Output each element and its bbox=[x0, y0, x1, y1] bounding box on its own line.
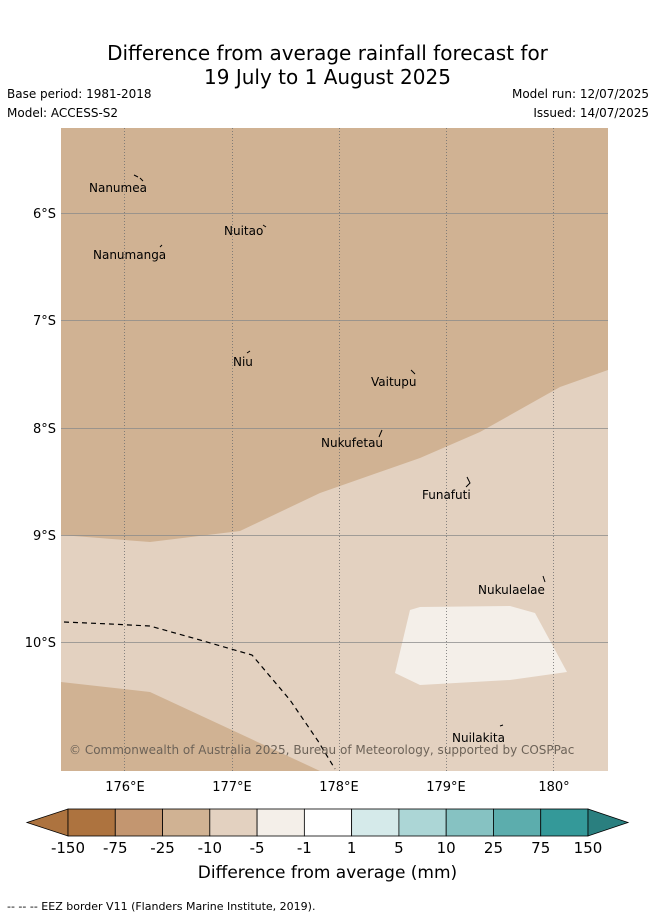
colorbar-segment bbox=[67, 808, 116, 837]
colorbar-extend-left bbox=[25, 808, 69, 837]
lon-label-179e: 179°E bbox=[426, 780, 466, 795]
place-label-vaitupu: Vaitupu bbox=[371, 375, 417, 389]
eez-footnote: -- -- -- EEZ border V11 (Flanders Marine… bbox=[7, 900, 316, 913]
lat-label-8s: 8°S bbox=[33, 422, 56, 437]
island-vaitupu bbox=[410, 369, 416, 375]
colorbar-tick-label: 25 bbox=[484, 839, 503, 857]
issued-date: Issued: 14/07/2025 bbox=[533, 106, 649, 120]
island-nanumea bbox=[133, 174, 144, 182]
colorbar-segment bbox=[162, 808, 211, 837]
island-outlines bbox=[133, 174, 546, 727]
colorbar-tick-label: -5 bbox=[250, 839, 265, 857]
colorbar-tick-label: -75 bbox=[103, 839, 128, 857]
region-below-average-strong bbox=[61, 128, 608, 542]
colorbar-segment bbox=[351, 808, 400, 837]
colorbar-segment bbox=[493, 808, 542, 837]
place-label-nanumanga: Nanumanga bbox=[93, 248, 166, 262]
copyright-notice: © Commonwealth of Australia 2025, Bureau… bbox=[69, 743, 574, 757]
place-label-funafuti: Funafuti bbox=[422, 488, 471, 502]
place-labels: Nanumea Nuitao Nanumanga Niu Vaitupu Nuk… bbox=[89, 181, 545, 745]
place-label-nanumea: Nanumea bbox=[89, 181, 147, 195]
colorbar-segment bbox=[398, 808, 447, 837]
island-nuilakita bbox=[499, 724, 504, 727]
lat-label-10s: 10°S bbox=[25, 636, 56, 651]
colorbar-segment bbox=[303, 808, 353, 837]
lat-label-7s: 7°S bbox=[33, 314, 56, 329]
colorbar-segment bbox=[445, 808, 494, 837]
colorbar-tick-label: -150 bbox=[51, 839, 85, 857]
colorbar-tick-label: -10 bbox=[198, 839, 223, 857]
colorbar-tick-label: -1 bbox=[297, 839, 312, 857]
place-label-niu: Niu bbox=[233, 355, 253, 369]
island-funafuti bbox=[465, 476, 471, 488]
longitude-labels: 176°E 177°E 178°E 179°E 180° bbox=[105, 780, 569, 795]
colorbar-segment bbox=[540, 808, 589, 837]
colorbar-tick-label: 75 bbox=[531, 839, 550, 857]
graticule bbox=[61, 128, 608, 771]
title-line-2: 19 July to 1 August 2025 bbox=[204, 65, 451, 89]
colorbar-segment bbox=[114, 808, 163, 837]
model-run-date: Model run: 12/07/2025 bbox=[511, 87, 649, 101]
colorbar: -150 -75 -25 -10 -5 -1 1 5 10 25 75 150 bbox=[25, 808, 630, 857]
island-niu bbox=[246, 350, 251, 354]
lon-label-178e: 178°E bbox=[319, 780, 359, 795]
lon-label-176e: 176°E bbox=[105, 780, 145, 795]
place-label-nukulaelae: Nukulaelae bbox=[478, 583, 545, 597]
lat-label-6s: 6°S bbox=[33, 207, 56, 222]
colorbar-tick-label: 1 bbox=[347, 839, 357, 857]
lon-label-177e: 177°E bbox=[212, 780, 252, 795]
island-nukulaelae bbox=[542, 575, 546, 583]
lon-label-180: 180° bbox=[538, 780, 569, 795]
lat-label-9s: 9°S bbox=[33, 529, 56, 544]
colorbar-extend-right bbox=[587, 808, 630, 837]
eez-border-line bbox=[63, 621, 336, 770]
colorbar-tick-label: 150 bbox=[574, 839, 603, 857]
latitude-labels: 6°S 7°S 8°S 9°S 10°S bbox=[25, 207, 56, 651]
place-label-nuitao: Nuitao bbox=[224, 224, 263, 238]
island-nukufetau bbox=[378, 429, 383, 438]
region-below-average-strong-south bbox=[61, 682, 320, 771]
colorbar-segment bbox=[256, 808, 305, 837]
colorbar-title: Difference from average (mm) bbox=[197, 863, 458, 883]
colorbar-tick-label: -25 bbox=[150, 839, 175, 857]
base-period: Base period: 1981-2018 bbox=[7, 87, 152, 101]
region-near-average bbox=[395, 606, 567, 685]
island-nuitao bbox=[262, 224, 267, 228]
colorbar-tick-label: 5 bbox=[394, 839, 404, 857]
colorbar-tick-label: 10 bbox=[437, 839, 456, 857]
colorbar-segment bbox=[209, 808, 258, 837]
model-name: Model: ACCESS-S2 bbox=[7, 106, 119, 120]
island-nanumanga bbox=[159, 244, 163, 248]
place-label-nukufetau: Nukufetau bbox=[321, 436, 383, 450]
title-line-1: Difference from average rainfall forecas… bbox=[107, 41, 548, 65]
place-label-nuilakita: Nuilakita bbox=[452, 731, 505, 745]
